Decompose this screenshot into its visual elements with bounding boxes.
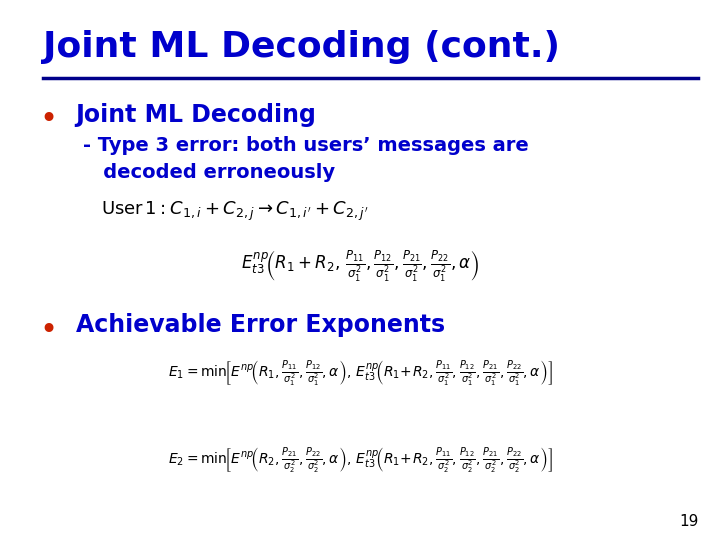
Text: $\mathrm{User\,1}: C_{1,i} + C_{2,j} \rightarrow C_{1,i'} + C_{2,j'}$: $\mathrm{User\,1}: C_{1,i} + C_{2,j} \ri… [101, 200, 368, 223]
Text: - Type 3 error: both users’ messages are
   decoded erroneously: - Type 3 error: both users’ messages are… [83, 136, 528, 181]
Text: Joint ML Decoding (cont.): Joint ML Decoding (cont.) [43, 30, 560, 64]
Text: Achievable Error Exponents: Achievable Error Exponents [76, 313, 445, 337]
Text: $E_2 = \min\!\left[E^{np}\!\left(R_2,\frac{P_{21}}{\sigma_2^2},\frac{P_{22}}{\si: $E_2 = \min\!\left[E^{np}\!\left(R_2,\fr… [168, 446, 552, 476]
Text: $E_{t3}^{np}\!\left(R_1+R_2,\,\frac{P_{11}}{\sigma_1^2},\frac{P_{12}}{\sigma_1^2: $E_{t3}^{np}\!\left(R_1+R_2,\,\frac{P_{1… [240, 248, 480, 284]
Text: 19: 19 [679, 514, 698, 529]
Text: •: • [40, 105, 58, 134]
Text: •: • [40, 316, 58, 345]
Text: $E_1 = \min\!\left[E^{np}\!\left(R_1,\frac{P_{11}}{\sigma_1^2},\frac{P_{12}}{\si: $E_1 = \min\!\left[E^{np}\!\left(R_1,\fr… [168, 359, 552, 389]
Text: Joint ML Decoding: Joint ML Decoding [76, 103, 317, 126]
